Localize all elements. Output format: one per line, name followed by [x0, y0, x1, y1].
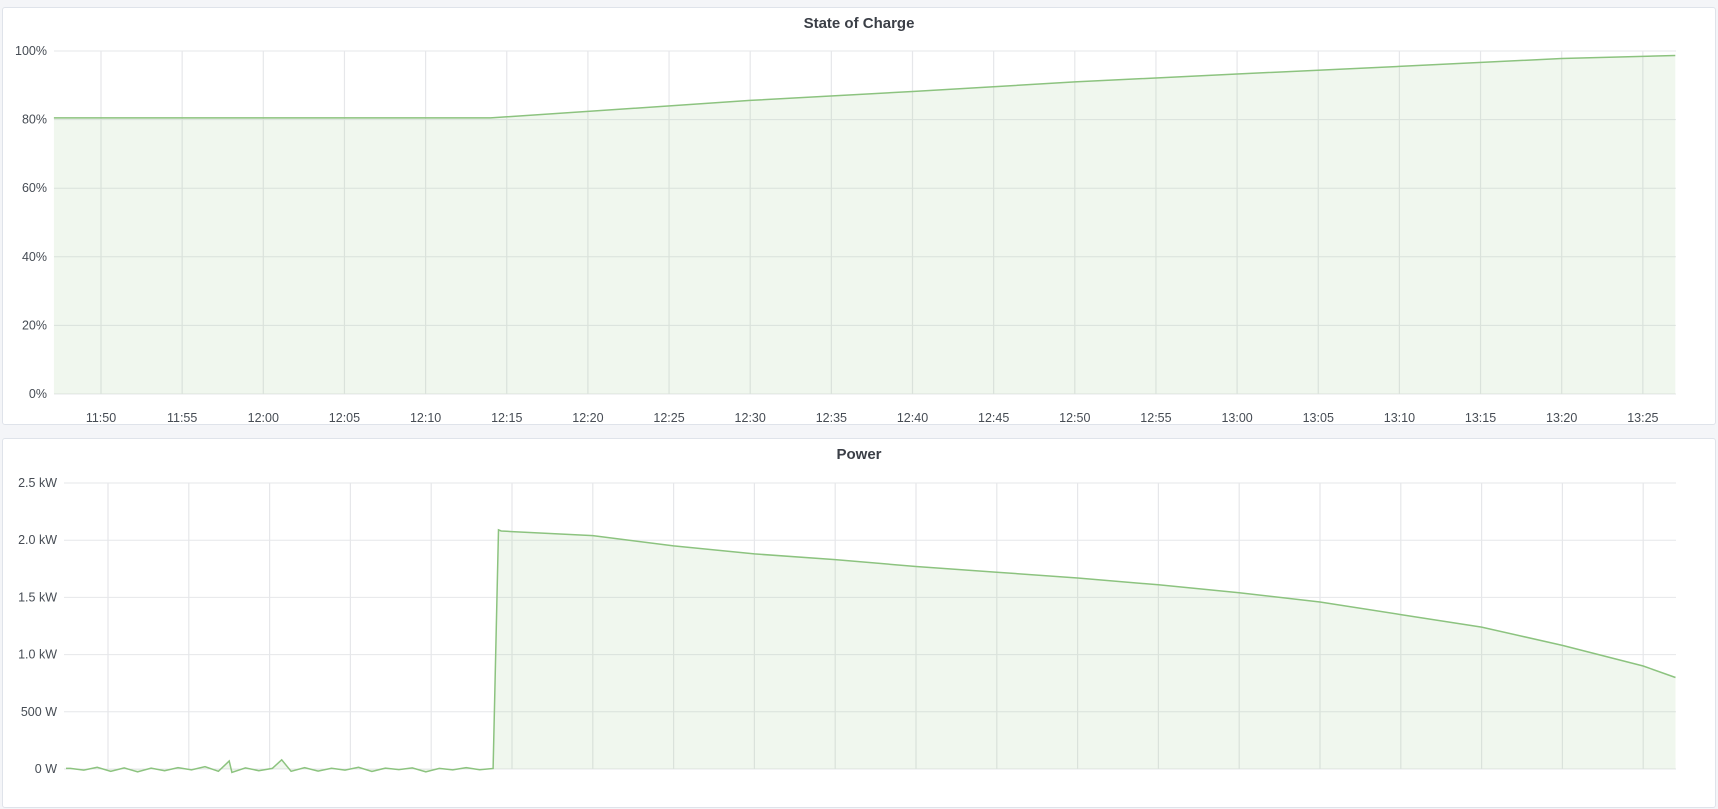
y-tick-label: 2.5 kW [18, 476, 57, 490]
y-tick-label: 80% [22, 113, 47, 127]
y-tick-label: 500 W [21, 705, 57, 719]
x-tick-label: 12:35 [816, 411, 847, 425]
y-tick-label: 1.5 kW [18, 590, 57, 604]
y-tick-label: 1.0 kW [18, 648, 57, 662]
y-tick-label: 20% [22, 318, 47, 332]
x-tick-label: 12:15 [491, 411, 522, 425]
x-tick-label: 13:20 [1546, 411, 1577, 425]
power-chart: 0 W 500 W 1.0 kW 1.5 kW 2.0 kW 2.5 kW [18, 476, 1676, 776]
power-panel: Power 0 W 500 W 1.0 kW 1.5 kW 2.0 kW 2.5 kW [2, 438, 1716, 808]
panel-title[interactable]: State of Charge [803, 15, 915, 32]
x-tick-label: 12:45 [978, 411, 1009, 425]
panel-title[interactable]: Power [836, 446, 882, 463]
y-tick-label: 0 W [35, 762, 57, 776]
series-line [66, 528, 1676, 774]
x-tick-label: 12:25 [653, 411, 684, 425]
x-tick-label: 12:55 [1140, 411, 1171, 425]
x-tick-label: 13:00 [1221, 411, 1252, 425]
y-tick-label: 40% [22, 250, 47, 264]
series-area [66, 529, 1676, 773]
x-tick-label: 12:30 [735, 411, 766, 425]
y-tick-label: 60% [22, 181, 47, 195]
x-tick-label: 12:10 [410, 411, 441, 425]
y-tick-label: 0% [29, 387, 47, 401]
x-tick-label: 12:05 [329, 411, 360, 425]
state-of-charge-chart: 0% 20% 40% 60% 80% 100% 11:50 11:55 12:00 12:05 12… [15, 44, 1676, 425]
x-tick-label: 12:00 [248, 411, 279, 425]
x-tick-label: 12:50 [1059, 411, 1090, 425]
x-tick-label: 13:10 [1384, 411, 1415, 425]
x-tick-label: 13:15 [1465, 411, 1496, 425]
x-tick-label: 11:50 [86, 411, 116, 425]
x-tick-label: 13:05 [1303, 411, 1334, 425]
y-tick-label: 2.0 kW [18, 533, 57, 547]
x-tick-label: 12:40 [897, 411, 928, 425]
x-tick-label: 12:20 [572, 411, 603, 425]
y-tick-label: 100% [15, 44, 47, 58]
series-line [53, 54, 1676, 119]
x-tick-label: 13:25 [1627, 411, 1658, 425]
x-tick-label: 11:55 [167, 411, 197, 425]
state-of-charge-panel: State of Charge 0% 20% 40% 60% 80% 100% 11:50 1… [2, 7, 1716, 425]
series-area [53, 55, 1676, 394]
